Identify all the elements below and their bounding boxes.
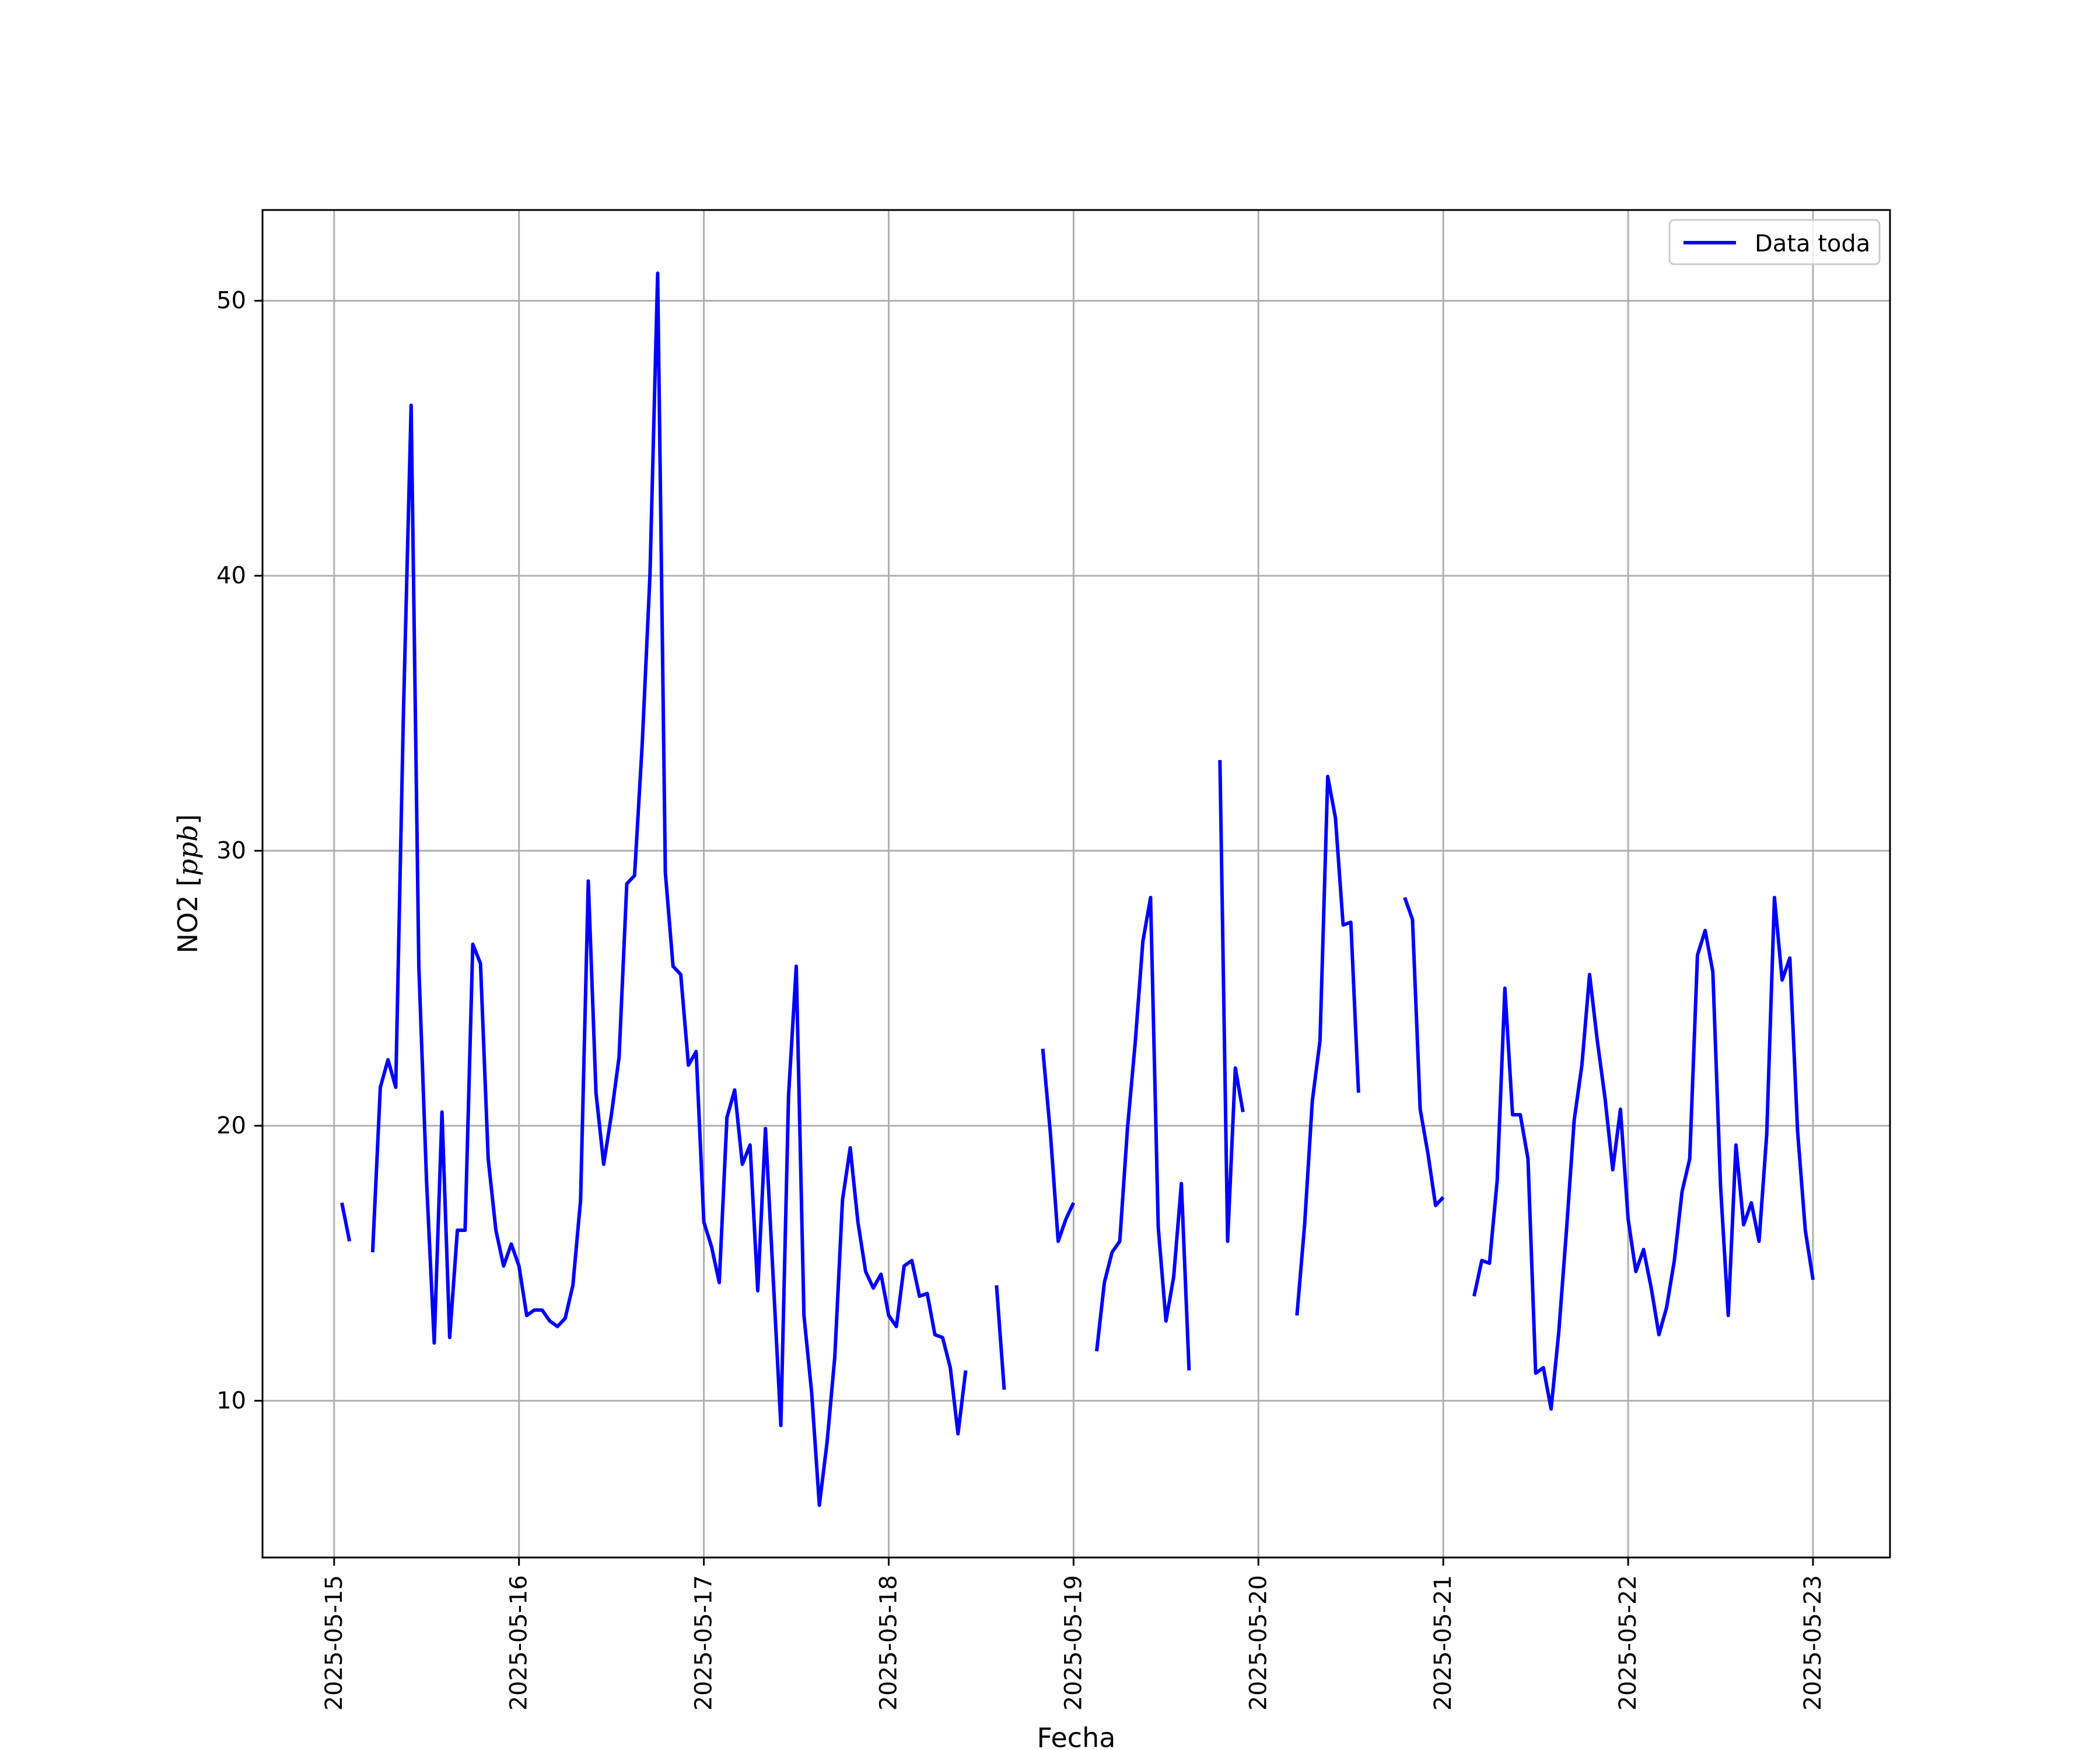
- y-tick-label: 30: [216, 837, 246, 864]
- x-tick-label: 2025-05-17: [691, 1575, 718, 1710]
- series-line-segment: [1095, 895, 1191, 1371]
- series-line-segment: [995, 1285, 1006, 1390]
- x-tick-label: 2025-05-23: [1800, 1575, 1826, 1710]
- y-tick-label: 50: [216, 288, 246, 314]
- series-line-segment: [1472, 895, 1815, 1411]
- series-line-segment: [1218, 760, 1245, 1243]
- y-axis-ticks: 10 20 30 40 50: [216, 288, 262, 1414]
- series-line-segment: [1403, 897, 1445, 1208]
- series-data-toda: [340, 271, 1815, 1507]
- plot-frame: [261, 209, 1891, 1559]
- series-line-segment: [1041, 1048, 1076, 1243]
- x-tick-label: 2025-05-15: [321, 1575, 348, 1710]
- x-axis-label: Fecha: [1037, 1722, 1116, 1750]
- x-tick-label: 2025-05-22: [1615, 1575, 1642, 1710]
- x-tick-label: 2025-05-20: [1245, 1575, 1272, 1710]
- series-line-segment: [340, 1202, 352, 1242]
- legend-label: Data toda: [1755, 230, 1870, 257]
- series-line-segment: [1295, 775, 1360, 1316]
- y-axis-label-unit: ppb: [172, 825, 204, 876]
- x-tick-label: 2025-05-16: [506, 1575, 533, 1710]
- x-axis-ticks: 2025-05-15 2025-05-16 2025-05-17 2025-05-18…: [321, 1558, 1826, 1710]
- legend-box: [1668, 219, 1881, 265]
- legend: Data toda: [1668, 219, 1881, 265]
- series-layer: [340, 271, 1815, 1507]
- y-tick-label: 40: [216, 562, 246, 589]
- x-tick-label: 2025-05-21: [1430, 1575, 1457, 1710]
- y-tick-label: 20: [216, 1112, 246, 1139]
- y-axis-label-name: NO2 [: [172, 876, 204, 953]
- y-tick-label: 10: [216, 1387, 246, 1414]
- series-line-segment: [370, 271, 968, 1507]
- y-axis-label-close: ]: [172, 814, 204, 825]
- x-tick-label: 2025-05-18: [875, 1575, 902, 1710]
- x-tick-label: 2025-05-19: [1060, 1575, 1087, 1710]
- y-axis-label: NO2 [ppb]: [172, 814, 204, 954]
